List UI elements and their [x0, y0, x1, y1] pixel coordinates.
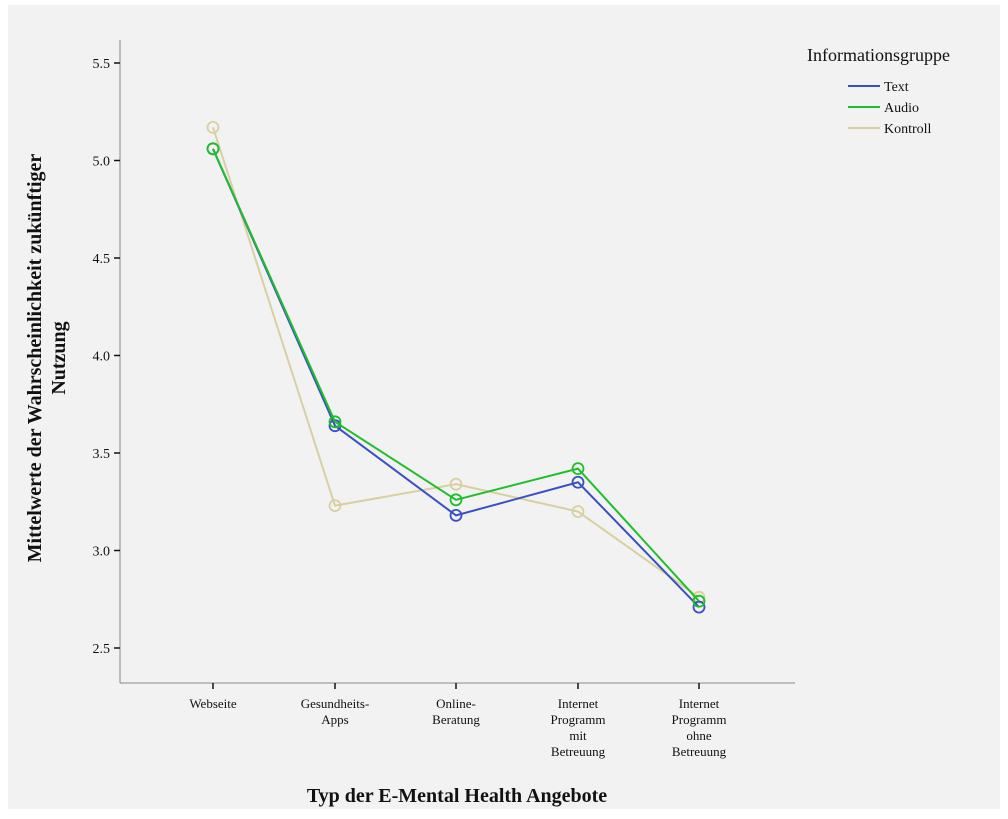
x-tick-label-line: Beratung — [432, 712, 480, 727]
plot-background — [8, 5, 1000, 809]
y-tick-label: 5.5 — [93, 57, 111, 72]
x-tick-label-line: Betreuung — [551, 744, 606, 759]
data-point-text — [571, 475, 585, 489]
x-tick-label-line: Betreuung — [672, 744, 727, 759]
y-tick-label: 2.5 — [93, 642, 111, 657]
x-tick-label-line: Online- — [436, 696, 476, 711]
x-tick-label-line: ohne — [686, 728, 712, 743]
data-point-audio — [692, 594, 706, 608]
x-tick-label: Gesundheits-Apps — [301, 696, 370, 727]
y-tick-label: 5.0 — [93, 155, 111, 170]
series-line-text — [212, 148, 700, 608]
y-tick-label: 3.0 — [93, 545, 111, 560]
legend-title: Informationsgruppe — [807, 45, 950, 65]
y-axis-title-line-2: Nutzung — [48, 321, 70, 394]
axes: 2.5 3.0 3.5 4.0 4.5 5.0 5.5 Webseite Gesundheits… — [93, 40, 795, 759]
legend-label-text: Text — [884, 80, 909, 95]
x-tick-label: Internet Programm mit Betreuung — [551, 696, 606, 759]
x-tick-label-line: mit — [569, 728, 587, 743]
data-point-kontroll — [692, 590, 706, 604]
y-axis-title: Mittelwerte der Wahrscheinlichkeit zukün… — [24, 154, 70, 563]
series-layer — [206, 120, 706, 614]
y-tick-label: 4.5 — [93, 252, 111, 267]
data-point-audio — [328, 415, 342, 429]
x-tick-label: Internet Programm ohne Betreuung — [672, 696, 727, 759]
data-point-audio — [449, 493, 463, 507]
x-tick-label-line: Internet — [679, 696, 720, 711]
y-tick-label: 3.5 — [93, 447, 111, 462]
data-point-text — [449, 509, 463, 522]
x-tick-label-line: Internet — [558, 696, 599, 711]
legend-label-kontroll: Kontroll — [884, 122, 932, 137]
x-tick-label-line: Programm — [551, 712, 606, 727]
x-tick-label-line: Apps — [321, 712, 348, 727]
data-point-kontroll — [571, 505, 585, 518]
legend-label-audio: Audio — [884, 101, 919, 116]
x-axis-title: Typ der E-Mental Health Angebote — [307, 785, 607, 807]
data-point-kontroll — [328, 499, 342, 513]
data-point-audio — [571, 462, 585, 476]
x-tick-label-line: Webseite — [189, 696, 237, 711]
data-point-kontroll — [206, 120, 220, 134]
x-tick-label-line: Gesundheits- — [301, 696, 370, 711]
series-line-audio — [212, 148, 700, 602]
y-axis-title-line-1: Mittelwerte der Wahrscheinlichkeit zukün… — [24, 154, 46, 563]
x-tick-label: Online-Beratung — [432, 696, 480, 727]
y-tick-label: 4.0 — [93, 350, 111, 365]
series-line-kontroll — [212, 127, 700, 599]
x-tick-label: Webseite — [189, 696, 237, 711]
legend: Informationsgruppe Text Audio Kontroll — [807, 45, 950, 137]
data-point-kontroll — [449, 477, 463, 491]
data-point-text — [692, 600, 706, 614]
data-point-audio — [206, 142, 220, 156]
x-tick-label-line: Programm — [672, 712, 727, 727]
